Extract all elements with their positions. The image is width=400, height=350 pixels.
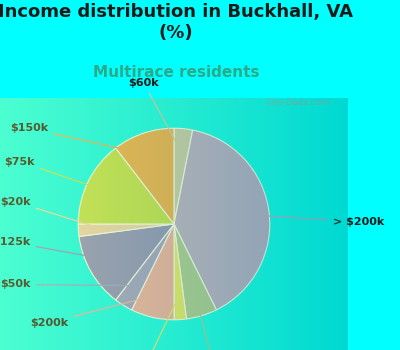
Text: $75k: $75k xyxy=(4,156,106,191)
Text: $30k: $30k xyxy=(130,299,178,350)
Wedge shape xyxy=(174,224,216,319)
Text: $50k: $50k xyxy=(0,280,133,289)
Text: $200k: $200k xyxy=(30,295,155,328)
Wedge shape xyxy=(79,224,174,300)
Text: Income distribution in Buckhall, VA
(%): Income distribution in Buckhall, VA (%) xyxy=(0,4,354,42)
Wedge shape xyxy=(174,130,270,310)
Text: > $200k: > $200k xyxy=(249,215,384,227)
Text: $100k: $100k xyxy=(193,296,231,350)
Wedge shape xyxy=(174,128,193,224)
Wedge shape xyxy=(132,224,174,320)
Wedge shape xyxy=(174,224,186,320)
Text: City-Data.com: City-Data.com xyxy=(266,98,330,107)
Wedge shape xyxy=(116,128,174,224)
Text: $60k: $60k xyxy=(128,78,180,149)
Wedge shape xyxy=(78,224,174,237)
Text: $20k: $20k xyxy=(0,197,99,228)
Text: $125k: $125k xyxy=(0,237,108,260)
Text: $150k: $150k xyxy=(10,123,148,155)
Text: Multirace residents: Multirace residents xyxy=(93,65,259,80)
Wedge shape xyxy=(78,148,174,224)
Wedge shape xyxy=(116,224,174,310)
